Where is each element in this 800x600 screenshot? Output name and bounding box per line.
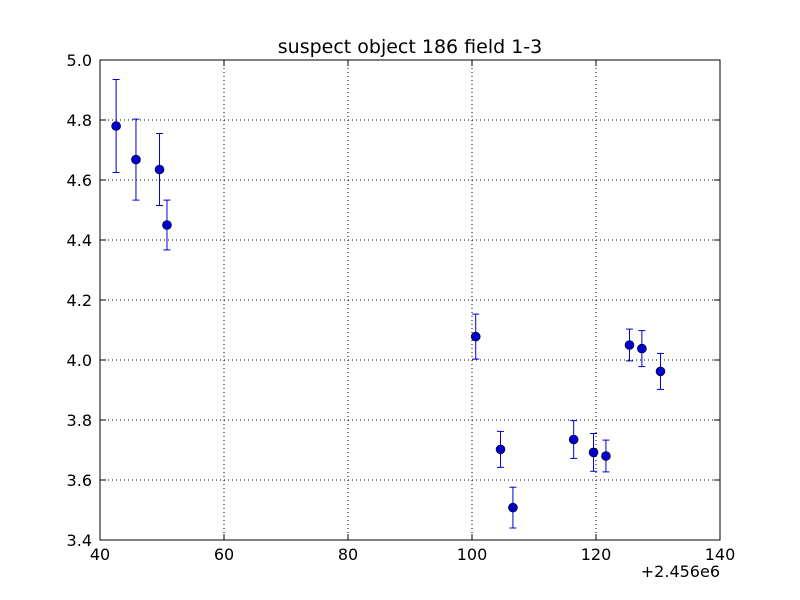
data-point-group <box>162 199 172 251</box>
data-point <box>655 366 666 377</box>
data-point-group <box>508 486 518 529</box>
data-point <box>495 444 506 455</box>
data-point <box>568 434 579 445</box>
data-points <box>111 79 666 529</box>
data-point-group <box>495 430 506 468</box>
tick-labels: 40 60 80 100 120 140 3.4 3.6 3.8 4.0 4.2 4.4 4.6 4.8 5… <box>67 51 736 564</box>
y-tick-label: 4.2 <box>67 291 92 310</box>
data-point-group <box>568 420 579 459</box>
y-tick-label: 4.6 <box>67 171 92 190</box>
x-axis-offset-label: +2.456e6 <box>641 562 720 581</box>
data-point-group <box>601 439 611 473</box>
y-tick-label: 4.0 <box>67 351 92 370</box>
grid-lines <box>100 60 720 540</box>
data-point-group <box>655 352 666 390</box>
data-point-group <box>470 313 481 360</box>
y-tick-label: 3.8 <box>67 411 92 430</box>
tick-marks <box>99 59 721 541</box>
x-tick-label: 140 <box>705 545 736 564</box>
data-point <box>508 502 518 513</box>
y-tick-label: 3.4 <box>67 531 92 550</box>
x-tick-label: 60 <box>214 545 234 564</box>
data-point-group <box>131 118 141 201</box>
data-point-group <box>154 133 165 206</box>
x-tick-label: 40 <box>90 545 110 564</box>
data-point <box>162 220 172 230</box>
x-tick-label: 100 <box>457 545 488 564</box>
y-tick-label: 4.8 <box>67 111 92 130</box>
x-tick-label: 80 <box>338 545 358 564</box>
data-point <box>131 154 141 165</box>
data-point <box>154 164 165 175</box>
data-point <box>588 447 599 458</box>
data-point-group <box>111 79 121 173</box>
y-tick-label: 4.4 <box>67 231 92 250</box>
chart-title: suspect object 186 field 1-3 <box>278 36 543 58</box>
data-point-group <box>588 433 599 472</box>
y-tick-label: 5.0 <box>67 51 92 70</box>
y-tick-label: 3.6 <box>67 471 92 490</box>
data-point <box>601 451 611 461</box>
data-point <box>470 331 481 342</box>
data-point-group <box>624 328 635 362</box>
data-point <box>637 343 647 354</box>
data-point <box>624 340 635 350</box>
data-point <box>111 121 121 131</box>
x-tick-label: 120 <box>581 545 612 564</box>
data-point-group <box>637 330 647 368</box>
